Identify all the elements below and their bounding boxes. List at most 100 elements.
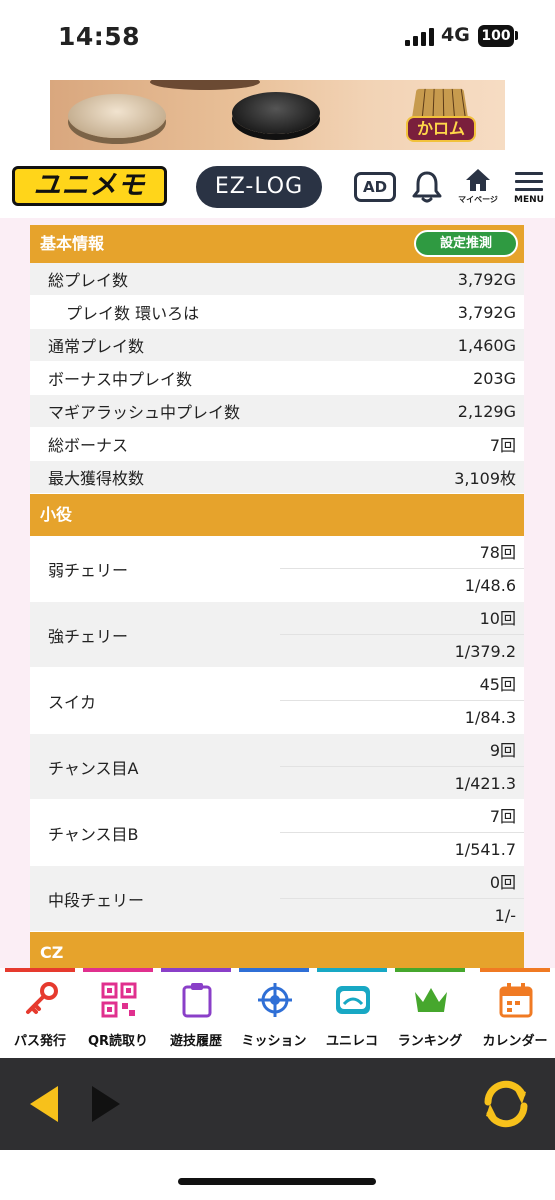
nav-stripe xyxy=(395,968,465,972)
home-indicator-bar xyxy=(178,1178,376,1185)
info-value: 3,109枚 xyxy=(454,469,516,488)
info-label: マギアラッシュ中プレイ数 xyxy=(48,403,241,422)
info-label: ボーナス中プレイ数 xyxy=(48,370,193,389)
role-label: 強チェリー xyxy=(48,626,129,646)
ezlog-button[interactable]: EZ-LOG xyxy=(196,166,322,208)
info-row: 最大獲得枚数 3,109枚 xyxy=(30,461,524,494)
nav-label: パス発行 xyxy=(13,1034,66,1049)
forward-arrow-icon[interactable] xyxy=(92,1086,120,1122)
menu-icon xyxy=(515,172,543,175)
nav-label: 遊技履歴 xyxy=(169,1034,222,1049)
role-label: チャンス目A xyxy=(48,758,139,778)
role-label: スイカ xyxy=(48,692,97,712)
role-label: チャンス目B xyxy=(48,824,139,844)
battery-tip xyxy=(515,31,518,40)
role-rate: 1/84.3 xyxy=(464,708,516,727)
mypage-label: マイページ xyxy=(458,195,498,204)
qr-icon xyxy=(101,982,137,1018)
info-value: 3,792G xyxy=(457,269,516,289)
role-count: 9回 xyxy=(280,734,524,767)
basic-info-header: 基本情報 設定推測 xyxy=(30,225,524,263)
role-label: 中段チェリー xyxy=(48,890,145,910)
crown-icon xyxy=(415,988,447,1012)
info-row: マギアラッシュ中プレイ数 2,129G xyxy=(30,395,524,428)
nav-label: ミッション xyxy=(241,1034,307,1049)
role-rate: 1/379.2 xyxy=(454,642,516,661)
small-roles-header: 小役 xyxy=(30,494,524,536)
black-piece-image xyxy=(232,92,320,134)
role-row: チャンス目B 7回 1/541.7 xyxy=(30,800,524,866)
role-row: 中段チェリー 0回 1/- xyxy=(30,866,524,932)
role-row: 強チェリー 10回 1/379.2 xyxy=(30,602,524,668)
estimate-setting-button[interactable]: 設定推測 xyxy=(414,230,518,257)
nav-label: ユニレコ xyxy=(325,1034,378,1049)
cz-header: CZ xyxy=(30,932,524,968)
network-label: 4G xyxy=(441,24,470,46)
nav-play-history[interactable]: 遊技履歴 xyxy=(161,968,231,1058)
brand-logo[interactable]: ユニメモ xyxy=(12,166,167,206)
role-count: 78回 xyxy=(280,536,524,569)
info-row: 総ボーナス 7回 xyxy=(30,428,524,461)
info-label: プレイ数 環いろは xyxy=(66,304,200,323)
bottom-nav: パス発行 QR読取り 遊技履歴 ミッション xyxy=(0,968,555,1058)
role-count: 0回 xyxy=(280,866,524,899)
info-row: 通常プレイ数 1,460G xyxy=(30,329,524,362)
role-row: 弱チェリー 78回 1/48.6 xyxy=(30,536,524,602)
nav-mission[interactable]: ミッション xyxy=(239,968,309,1058)
nav-unireco[interactable]: ユニレコ xyxy=(317,968,387,1058)
signal-icon xyxy=(405,28,434,46)
menu-button[interactable]: MENU xyxy=(510,172,548,216)
info-value: 2,129G xyxy=(457,401,516,421)
bell-icon[interactable] xyxy=(411,170,443,204)
role-row: チャンス目A 9回 1/421.3 xyxy=(30,734,524,800)
battery-icon: 100 xyxy=(478,25,514,47)
nav-stripe xyxy=(5,968,75,972)
ad-button[interactable]: AD xyxy=(354,172,396,202)
info-row: 総プレイ数 3,792G xyxy=(30,263,524,296)
nav-ranking[interactable]: ランキング xyxy=(395,968,465,1058)
nav-stripe xyxy=(317,968,387,972)
home-indicator xyxy=(0,1150,555,1200)
role-row: スイカ 45回 1/84.3 xyxy=(30,668,524,734)
nav-calendar[interactable]: カレンダー xyxy=(480,968,550,1058)
info-value: 203G xyxy=(473,368,516,388)
menu-label: MENU xyxy=(514,195,544,205)
key-icon xyxy=(26,982,58,1014)
nav-stripe xyxy=(480,968,550,972)
role-label: 弱チェリー xyxy=(48,560,129,580)
nav-label: ランキング xyxy=(397,1034,463,1049)
role-rate: 1/421.3 xyxy=(454,774,516,793)
game-logo: かロム xyxy=(406,86,476,144)
browser-toolbar xyxy=(0,1058,555,1150)
ad-banner[interactable]: かロム xyxy=(50,80,505,150)
nav-label: カレンダー xyxy=(482,1034,548,1049)
role-rate: 1/541.7 xyxy=(454,840,516,859)
back-arrow-icon[interactable] xyxy=(30,1086,58,1122)
basic-info-title: 基本情報 xyxy=(40,234,105,253)
info-label: 最大獲得枚数 xyxy=(48,469,145,488)
target-icon xyxy=(258,983,292,1017)
game-name: かロム xyxy=(406,116,476,142)
info-value: 1,460G xyxy=(457,335,516,355)
info-row: プレイ数 環いろは 3,792G xyxy=(30,296,524,329)
home-icon xyxy=(466,169,490,191)
role-count: 7回 xyxy=(280,800,524,833)
nav-pass-issue[interactable]: パス発行 xyxy=(5,968,75,1058)
role-count: 45回 xyxy=(280,668,524,701)
nav-stripe xyxy=(239,968,309,972)
site-header: ユニメモ EZ-LOG AD マイページ MENU xyxy=(0,158,555,218)
mypage-button[interactable]: マイページ xyxy=(457,168,499,214)
info-row: ボーナス中プレイ数 203G xyxy=(30,362,524,395)
data-panel: 基本情報 設定推測 総プレイ数 3,792G プレイ数 環いろは 3,792G … xyxy=(30,225,524,968)
nav-label: QR読取り xyxy=(87,1034,149,1049)
nav-qr-scan[interactable]: QR読取り xyxy=(83,968,153,1058)
banner-shadow xyxy=(150,80,260,90)
cz-title: CZ xyxy=(40,943,64,962)
status-bar: 14:58 4G 100 xyxy=(0,0,555,72)
status-time: 14:58 xyxy=(58,22,141,51)
clipboard-icon xyxy=(182,983,212,1018)
reload-icon[interactable] xyxy=(478,1078,534,1130)
role-rate: 1/- xyxy=(494,906,516,925)
nav-stripe xyxy=(161,968,231,972)
white-piece-image xyxy=(68,94,166,138)
